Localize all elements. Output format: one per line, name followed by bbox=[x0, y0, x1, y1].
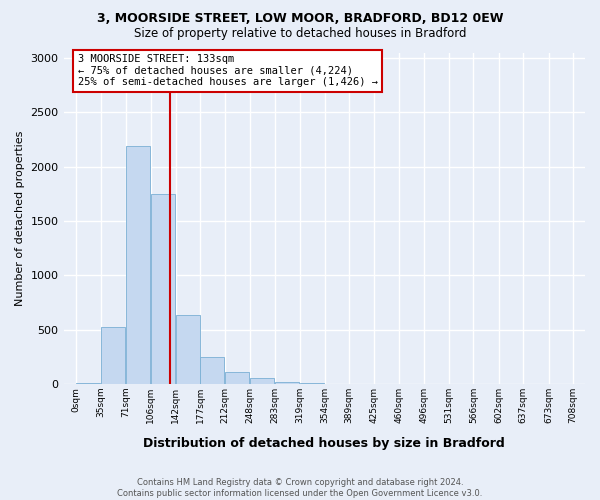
X-axis label: Distribution of detached houses by size in Bradford: Distribution of detached houses by size … bbox=[143, 437, 505, 450]
Bar bbox=[275, 382, 299, 384]
Bar bbox=[101, 328, 125, 384]
Y-axis label: Number of detached properties: Number of detached properties bbox=[15, 130, 25, 306]
Text: 3 MOORSIDE STREET: 133sqm
← 75% of detached houses are smaller (4,224)
25% of se: 3 MOORSIDE STREET: 133sqm ← 75% of detac… bbox=[77, 54, 377, 88]
Bar bbox=[250, 378, 274, 384]
Text: 3, MOORSIDE STREET, LOW MOOR, BRADFORD, BD12 0EW: 3, MOORSIDE STREET, LOW MOOR, BRADFORD, … bbox=[97, 12, 503, 26]
Bar bbox=[151, 194, 175, 384]
Bar bbox=[300, 383, 324, 384]
Bar bbox=[126, 146, 150, 384]
Text: Contains HM Land Registry data © Crown copyright and database right 2024.
Contai: Contains HM Land Registry data © Crown c… bbox=[118, 478, 482, 498]
Bar bbox=[225, 372, 249, 384]
Bar bbox=[176, 315, 200, 384]
Bar bbox=[200, 357, 224, 384]
Text: Size of property relative to detached houses in Bradford: Size of property relative to detached ho… bbox=[134, 28, 466, 40]
